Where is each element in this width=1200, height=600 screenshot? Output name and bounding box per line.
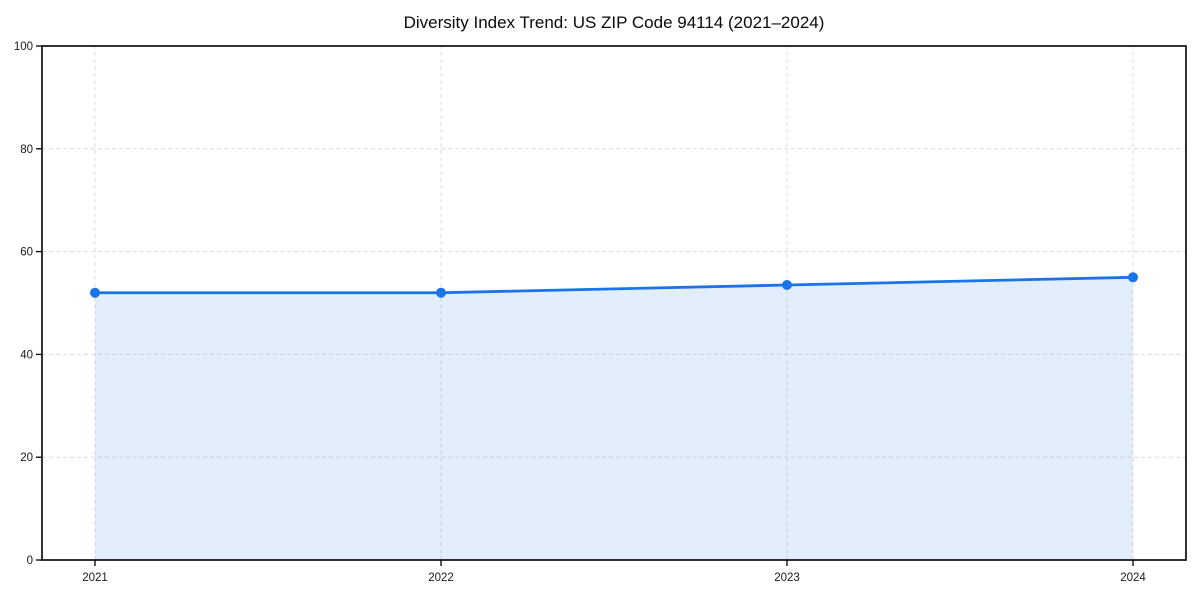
data-point-markers: [90, 272, 1138, 298]
y-tick-label: 80: [20, 144, 33, 156]
y-tick-label: 40: [20, 349, 33, 361]
y-tick-label: 100: [14, 41, 33, 53]
data-point-marker: [436, 287, 446, 298]
area-fill-under-line: [95, 277, 1133, 560]
axes-and-ticks: [36, 45, 1187, 566]
data-point-marker: [90, 287, 100, 298]
y-tick-label: 0: [27, 555, 33, 567]
gridlines: [42, 46, 1186, 560]
x-tick-label: 2024: [1120, 572, 1146, 584]
tick-labels: 0 20 40 60 80 100 2021 2022 2023 2024: [14, 41, 1147, 584]
x-tick-label: 2022: [428, 572, 454, 584]
y-tick-label: 20: [20, 452, 33, 464]
trend-line: [93, 275, 1135, 295]
data-point-marker: [782, 280, 792, 291]
x-tick-label: 2021: [82, 572, 108, 584]
y-tick-label: 60: [20, 247, 33, 259]
x-tick-label: 2023: [774, 572, 800, 584]
data-point-marker: [1128, 272, 1138, 283]
chart-title: Diversity Index Trend: US ZIP Code 94114…: [404, 13, 825, 32]
